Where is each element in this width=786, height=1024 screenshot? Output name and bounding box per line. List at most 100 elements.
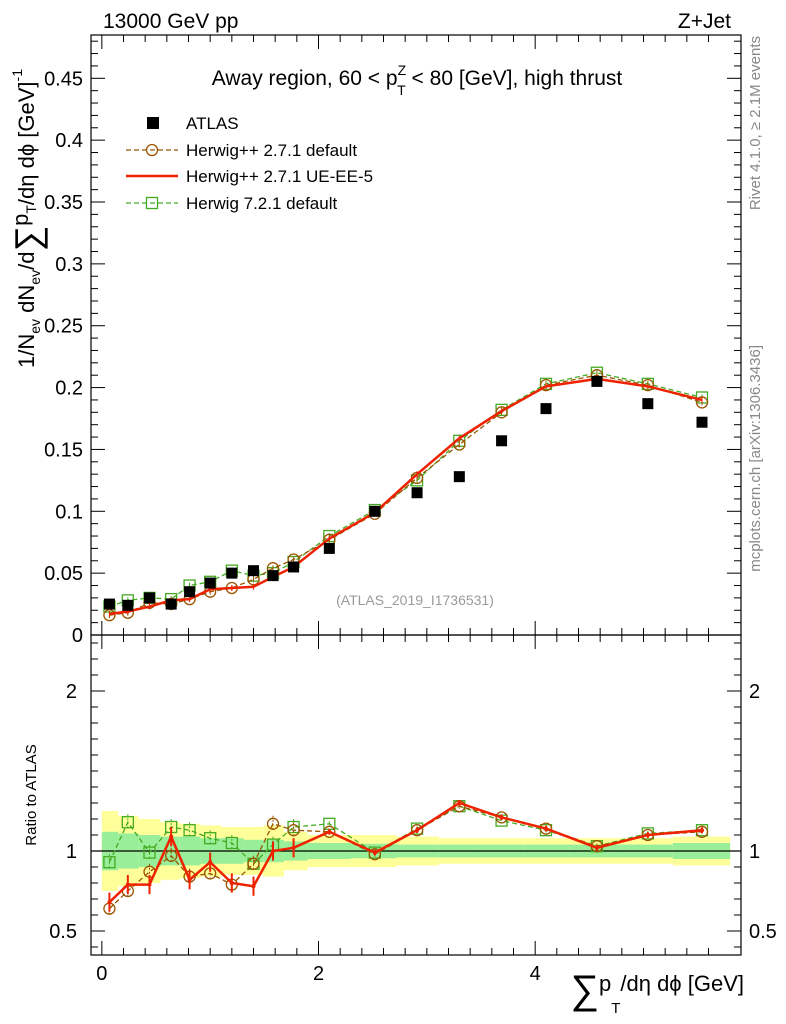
- ratio-y-tick-label-left: 0.5: [49, 921, 77, 943]
- ratio-point-herwigpp-default: [495, 811, 508, 824]
- ratio-point-herwigpp-default: [247, 857, 260, 870]
- legend-label-atlas: ATLAS: [186, 114, 239, 133]
- series-point-herwigpp-default: [695, 396, 709, 409]
- ratio-panel: 0.5 0.5 1 1 2 2: [49, 634, 777, 956]
- ratio-point-herwigpp-ue-ee-5: [327, 829, 332, 834]
- legend-label-herwigpp-default: Herwig++ 2.7.1 default: [186, 141, 357, 160]
- header-left: 13000 GeV pp: [103, 10, 238, 33]
- legend-label-herwigpp-ue-ee-5: Herwig++ 2.7.1 UE-EE-5: [186, 167, 373, 186]
- y-axis-label: 1/Nev dNev/d∑pT/dη dϕ [GeV]-1: [7, 69, 48, 368]
- ratio-point-herwig7-default: [143, 846, 156, 859]
- side-label-rivet: Rivet 4.1.0, ≥ 2.1M events: [747, 36, 764, 210]
- x-tick-label: 4: [530, 963, 541, 985]
- ratio-point-herwig7-default: [287, 820, 300, 834]
- chart-title: Away region, 60 < pZ T < 80 [GeV], high t…: [212, 62, 623, 98]
- data-point-atlas: [267, 570, 279, 582]
- ratio-point-herwigpp-ue-ee-5: [271, 849, 275, 853]
- data-point-atlas: [248, 565, 259, 577]
- ratio-point-herwigpp-ue-ee-5: [700, 828, 704, 833]
- y-tick-label: 0.45: [44, 68, 83, 90]
- data-point-atlas: [642, 398, 654, 410]
- data-point-atlas: [411, 487, 423, 499]
- ratio-point-herwigpp-ue-ee-5: [594, 845, 599, 850]
- ratio-point-herwigpp-ue-ee-5: [251, 884, 256, 889]
- ratio-point-herwig7-default: [103, 856, 116, 869]
- ratio-y-tick-label-left: 1: [66, 841, 77, 863]
- ratio-frame: [90, 634, 742, 956]
- data-point-atlas: [122, 599, 134, 611]
- ratio-point-herwigpp-default: [165, 849, 178, 862]
- data-point-atlas: [165, 598, 177, 610]
- y-tick-label: 0.4: [55, 130, 83, 152]
- header-right: Z+Jet: [678, 10, 731, 33]
- data-point-atlas: [591, 375, 603, 387]
- ratio-point-herwigpp-ue-ee-5: [208, 860, 213, 865]
- ratio-point-herwigpp-ue-ee-5: [107, 900, 112, 905]
- y-tick-label: 0.1: [55, 501, 83, 523]
- series-line-herwig7-default: [109, 372, 703, 608]
- x-tick-label: 2: [313, 963, 324, 985]
- data-point-atlas: [226, 567, 238, 579]
- ratio-point-herwigpp-default: [410, 824, 424, 837]
- data-point-atlas: [696, 416, 708, 428]
- x-tick-label: 0: [96, 963, 107, 985]
- data-point-atlas: [204, 577, 216, 589]
- data-point-atlas: [184, 586, 196, 598]
- data-point-atlas: [496, 435, 508, 447]
- main-panel: 0 0.05 0.1 0.15 0.2 0.25 0.3 0.35 0.4 0.45 Away r…: [44, 34, 742, 647]
- y-tick-label: 0.15: [44, 439, 83, 461]
- data-point-atlas: [288, 561, 300, 573]
- ratio-point-herwig7-default: [183, 824, 196, 837]
- legend-marker-herwig7-default: [145, 196, 159, 210]
- series-point-herwigpp-default: [103, 609, 116, 622]
- series-line-herwigpp-ue-ee-5: [109, 377, 703, 616]
- data-point-atlas: [453, 471, 465, 483]
- y-tick-label: 0.35: [44, 192, 83, 214]
- data-point-atlas: [144, 592, 155, 604]
- ratio-point-herwigpp-ue-ee-5: [645, 833, 650, 837]
- data-point-atlas: [540, 403, 552, 415]
- ratio-point-herwigpp-default: [323, 825, 336, 838]
- ratio-point-herwigpp-ue-ee-5: [457, 801, 462, 805]
- data-point-atlas: [323, 542, 335, 554]
- ratio-point-herwig7-default: [121, 816, 134, 829]
- ratio-y-tick-label-right: 2: [749, 681, 760, 703]
- ratio-point-herwigpp-ue-ee-5: [415, 828, 420, 833]
- data-point-atlas: [103, 598, 115, 610]
- legend: ATLAS Herwig++ 2.7.1 default Herwig++ 2.…: [126, 114, 373, 213]
- ratio-point-herwigpp-ue-ee-5: [499, 815, 504, 820]
- ratio-point-herwigpp-default: [266, 817, 280, 830]
- ratio-y-axis-label: Ratio to ATLAS: [23, 744, 40, 845]
- ratio-point-herwigpp-ue-ee-5: [229, 881, 234, 885]
- ratio-point-herwigpp-ue-ee-5: [125, 882, 130, 887]
- ratio-y-tick-label-right: 1: [749, 841, 760, 863]
- legend-marker-atlas: [147, 117, 159, 129]
- ratio-y-tick-label-left: 2: [66, 681, 77, 703]
- ratio-point-herwigpp-default: [287, 824, 300, 837]
- ratio-point-herwigpp-ue-ee-5: [291, 845, 296, 850]
- legend-marker-herwigpp-default: [145, 143, 159, 157]
- ratio-point-herwigpp-ue-ee-5: [372, 850, 377, 855]
- legend-label-herwig7-default: Herwig 7.2.1 default: [186, 194, 337, 213]
- series-line-herwigpp-default: [109, 374, 703, 616]
- ratio-point-herwigpp-ue-ee-5: [169, 834, 174, 839]
- y-tick-label: 0.2: [55, 378, 83, 400]
- series-point-herwigpp-default: [495, 406, 508, 419]
- side-label-mcplots: mcplots.cern.ch [arXiv:1306.3436]: [747, 345, 764, 572]
- data-point-atlas: [369, 505, 381, 517]
- ratio-point-herwigpp-ue-ee-5: [187, 877, 192, 882]
- y-tick-label: 0.3: [55, 254, 83, 276]
- ratio-point-herwigpp-ue-ee-5: [147, 882, 152, 887]
- y-tick-label: 0.25: [44, 316, 83, 338]
- ratio-point-herwig7-default: [225, 836, 238, 850]
- ratio-y-tick-label-right: 0.5: [749, 921, 777, 943]
- ratio-point-herwigpp-ue-ee-5: [544, 826, 548, 831]
- ratio-point-herwigpp-default: [539, 822, 553, 835]
- ratio-point-herwig7-default: [204, 832, 217, 845]
- y-tick-label: 0.05: [44, 563, 83, 585]
- y-tick-label: 0: [72, 625, 83, 647]
- watermark: (ATLAS_2019_I1736531): [336, 592, 494, 608]
- x-axis-label: ∑pT/dη dϕ [GeV]: [570, 968, 744, 1017]
- ratio-point-herwigpp-default: [368, 848, 381, 861]
